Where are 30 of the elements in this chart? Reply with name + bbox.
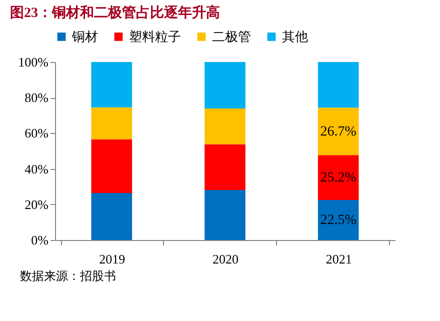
bar — [91, 193, 132, 240]
bar — [91, 62, 132, 108]
bar — [318, 62, 359, 108]
bar — [91, 107, 132, 140]
legend-label: 铜材 — [71, 28, 98, 44]
chart-title: 图23：铜材和二极管占比逐年升高 — [10, 4, 220, 21]
bar — [204, 144, 246, 190]
x-tick-label: 2021 — [326, 252, 352, 266]
bar — [318, 108, 359, 156]
y-tick-label: 100% — [18, 54, 49, 70]
bar — [318, 155, 359, 200]
bar — [204, 62, 246, 108]
x-tick-label: 2019 — [99, 252, 126, 266]
bar — [318, 200, 359, 240]
y-tick-label: 40% — [24, 161, 49, 176]
y-tick-label: 80% — [24, 90, 49, 106]
legend-label: 塑料粒子 — [129, 28, 181, 44]
legend-label: 二极管 — [212, 28, 251, 44]
y-tick-label: 60% — [24, 126, 49, 141]
bar — [204, 108, 246, 144]
y-tick-label: 0% — [31, 232, 49, 248]
bar — [204, 190, 246, 240]
source-note: 数据来源：招股书 — [20, 268, 117, 285]
data-label: 26.7% — [320, 124, 357, 140]
data-label: 22.5% — [320, 212, 357, 228]
x-tick-label: 2020 — [212, 252, 238, 266]
data-label: 25.2% — [320, 170, 357, 186]
bar — [91, 139, 132, 194]
legend-label: 其他 — [282, 28, 308, 44]
y-tick-label: 20% — [24, 196, 49, 212]
